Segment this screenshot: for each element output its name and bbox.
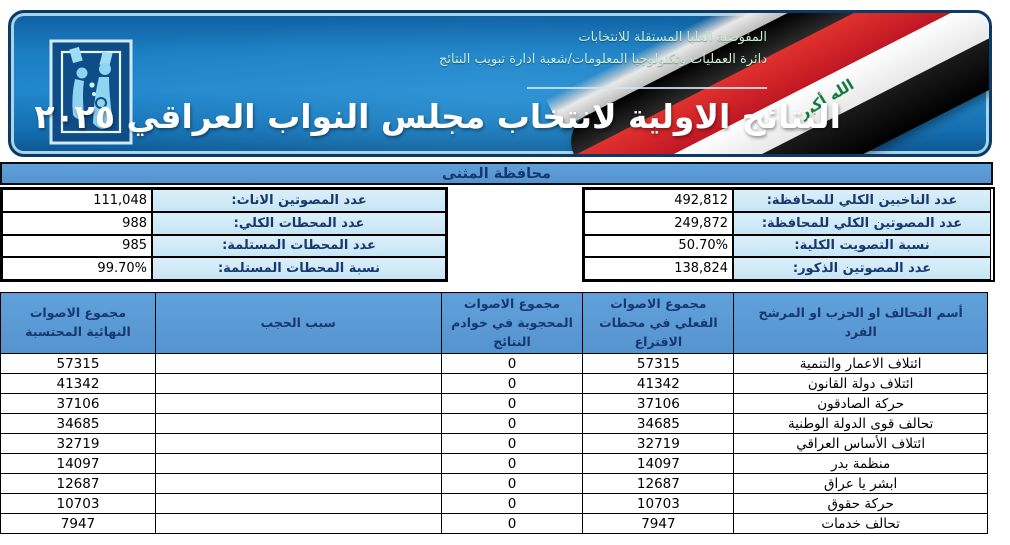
cell-withhold-reason bbox=[154, 493, 442, 515]
header-withhold-reason: سبب الحجب bbox=[154, 291, 442, 355]
stat-value: 50.70% bbox=[584, 234, 733, 258]
cell-withhold-reason bbox=[154, 433, 442, 455]
cell-withhold-reason bbox=[154, 453, 442, 475]
report-title: النتائج الاولية لانتخاب مجلس النواب العر… bbox=[34, 97, 841, 136]
stat-value: 138,824 bbox=[584, 257, 733, 280]
cell-actual-votes: 34685 bbox=[582, 413, 735, 435]
cell-actual-votes: 41342 bbox=[582, 373, 735, 395]
header-coalition-name: أسم التحالف او الحزب او المرشح الفرد bbox=[733, 291, 988, 355]
cell-coalition-name: ائتلاف دولة القانون bbox=[733, 373, 988, 395]
stat-label: عدد المحطات المستلمة: bbox=[152, 234, 446, 258]
cell-coalition-name: ائتلاف الاعمار والتنمية bbox=[733, 353, 988, 375]
cell-coalition-name: حركة الصادقون bbox=[733, 393, 988, 415]
commission-name: المفوضية العليا المستقلة للانتخابات bbox=[578, 30, 767, 45]
cell-final-votes: 7947 bbox=[0, 513, 156, 535]
table-row: ابشر يا عراق 12687 0 12687 bbox=[0, 473, 988, 495]
cell-actual-votes: 37106 bbox=[582, 393, 735, 415]
header-divider bbox=[527, 87, 767, 89]
cell-withheld-votes: 0 bbox=[440, 453, 584, 475]
cell-withheld-votes: 0 bbox=[440, 413, 584, 435]
stats-left-group: 111,048 عدد المصوتين الاناث: 988 عدد الم… bbox=[0, 187, 448, 282]
cell-withhold-reason bbox=[154, 473, 442, 495]
cell-final-votes: 41342 bbox=[0, 373, 156, 395]
cell-withheld-votes: 0 bbox=[440, 473, 584, 495]
cell-coalition-name: حركة حقوق bbox=[733, 493, 988, 515]
header-banner: الله أكبر المفوضية العليا المستقلة للانت… bbox=[8, 10, 992, 157]
table-row: تحالف خدمات 7947 0 7947 bbox=[0, 513, 988, 535]
table-row: تحالف قوى الدولة الوطنية 34685 0 34685 bbox=[0, 413, 988, 435]
cell-actual-votes: 10703 bbox=[582, 493, 735, 515]
cell-actual-votes: 57315 bbox=[582, 353, 735, 375]
stat-value: 985 bbox=[2, 234, 152, 258]
cell-withhold-reason bbox=[154, 393, 442, 415]
cell-final-votes: 34685 bbox=[0, 413, 156, 435]
stat-label: عدد الناخبين الكلي للمحافظة: bbox=[733, 189, 991, 212]
cell-final-votes: 14097 bbox=[0, 453, 156, 475]
cell-actual-votes: 7947 bbox=[582, 513, 735, 535]
header-actual-votes: مجموع الاصوات الفعلي في محطات الاقتراع bbox=[582, 291, 735, 355]
stat-value: 111,048 bbox=[2, 189, 152, 212]
cell-coalition-name: ائتلاف الأساس العراقي bbox=[733, 433, 988, 455]
cell-withheld-votes: 0 bbox=[440, 353, 584, 375]
stat-label: نسبة المحطات المستلمة: bbox=[152, 257, 446, 280]
cell-coalition-name: ابشر يا عراق bbox=[733, 473, 988, 495]
cell-withheld-votes: 0 bbox=[440, 433, 584, 455]
stat-value: 988 bbox=[2, 211, 152, 235]
results-header-row: أسم التحالف او الحزب او المرشح الفرد مجم… bbox=[0, 291, 988, 355]
commission-name-lines: المفوضية العليا المستقلة للانتخابات دائر… bbox=[439, 27, 767, 71]
cell-withhold-reason bbox=[154, 373, 442, 395]
cell-final-votes: 37106 bbox=[0, 393, 156, 415]
cell-final-votes: 12687 bbox=[0, 473, 156, 495]
cell-withhold-reason bbox=[154, 413, 442, 435]
cell-actual-votes: 14097 bbox=[582, 453, 735, 475]
stat-label: نسبة التصويت الكلية: bbox=[733, 234, 991, 258]
table-row: حركة الصادقون 37106 0 37106 bbox=[0, 393, 988, 415]
table-row: منظمة بدر 14097 0 14097 bbox=[0, 453, 988, 475]
cell-final-votes: 32719 bbox=[0, 433, 156, 455]
stat-value: 99.70% bbox=[2, 257, 152, 280]
cell-actual-votes: 12687 bbox=[582, 473, 735, 495]
cell-coalition-name: منظمة بدر bbox=[733, 453, 988, 475]
cell-actual-votes: 32719 bbox=[582, 433, 735, 455]
cell-withheld-votes: 0 bbox=[440, 393, 584, 415]
cell-coalition-name: تحالف قوى الدولة الوطنية bbox=[733, 413, 988, 435]
table-row: ائتلاف الأساس العراقي 32719 0 32719 bbox=[0, 433, 988, 455]
governorate-title-bar: محافظة المثنى bbox=[0, 162, 993, 185]
table-row: حركة حقوق 10703 0 10703 bbox=[0, 493, 988, 515]
cell-withheld-votes: 0 bbox=[440, 493, 584, 515]
table-row: ائتلاف دولة القانون 41342 0 41342 bbox=[0, 373, 988, 395]
department-name: دائرة العمليات وتكنولوجيا المعلومات/شعبة… bbox=[438, 52, 767, 68]
table-row: ائتلاف الاعمار والتنمية 57315 0 57315 bbox=[0, 353, 988, 375]
cell-withheld-votes: 0 bbox=[440, 373, 584, 395]
cell-final-votes: 10703 bbox=[0, 493, 156, 515]
stat-label: عدد المحطات الكلي: bbox=[152, 211, 446, 235]
cell-final-votes: 57315 bbox=[0, 353, 156, 375]
header-final-votes: مجموع الاصوات النهائية المحتسبة bbox=[0, 291, 156, 355]
governorate-name: محافظة المثنى bbox=[442, 165, 551, 182]
stats-right-group: 492,812 عدد الناخبين الكلي للمحافظة: 249… bbox=[582, 187, 995, 282]
stat-label: عدد المصوتين الذكور: bbox=[733, 257, 991, 280]
results-table: أسم التحالف او الحزب او المرشح الفرد مجم… bbox=[0, 291, 988, 535]
stat-label: عدد المصوتين الكلي للمحافظة: bbox=[733, 211, 991, 235]
header-withheld-votes: مجموع الاصوات المحجوبة في خوادم النتائج bbox=[440, 291, 584, 355]
stat-label: عدد المصوتين الاناث: bbox=[152, 189, 446, 212]
cell-withhold-reason bbox=[154, 353, 442, 375]
stat-value: 249,872 bbox=[584, 211, 733, 235]
cell-withhold-reason bbox=[154, 513, 442, 535]
ihec-logo-icon bbox=[49, 39, 133, 145]
cell-coalition-name: تحالف خدمات bbox=[733, 513, 988, 535]
stat-value: 492,812 bbox=[584, 189, 733, 212]
cell-withheld-votes: 0 bbox=[440, 513, 584, 535]
